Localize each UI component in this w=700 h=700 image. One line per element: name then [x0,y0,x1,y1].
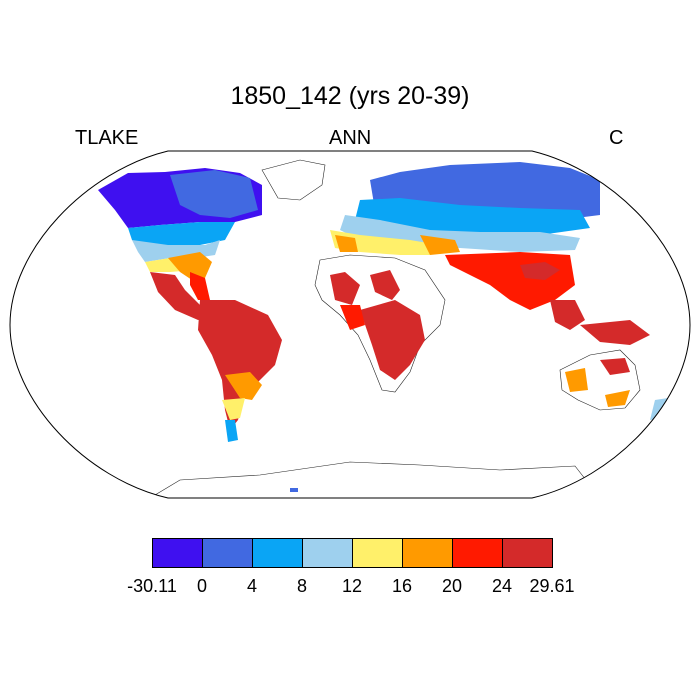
colorbar-tick-label: 16 [391,576,413,596]
colorbar-tick-label: 0 [196,576,208,596]
africa [314,254,446,393]
antarctica [148,461,601,498]
colorbar-tick-label: 29.61 [529,576,575,596]
colorbar-tick-label: 20 [441,576,463,596]
antarctica-lake [290,488,298,492]
colorbar-segment [402,538,453,568]
period-label: ANN [329,127,372,149]
south-america [198,300,282,442]
north-america [98,168,262,320]
colorbar-segment [202,538,253,568]
colorbar-tick-label: 8 [296,576,308,596]
colorbar-tick-label: -30.11 [127,576,177,596]
colorbar-tick-label: 12 [341,576,363,596]
colorbar-segment [352,538,403,568]
map-title: 1850_142 (yrs 20-39) [230,82,470,110]
eurasia [330,162,600,310]
globe-outline [9,150,691,499]
colorbar-segment [302,538,353,568]
colorbar-segment [452,538,503,568]
variable-label: TLAKE [75,127,139,149]
colorbar-segment [152,538,203,568]
colorbar-segment [502,538,553,568]
colorbar-tick-label: 24 [491,576,513,596]
southeast-asia [550,300,650,345]
units-label: C [609,127,624,149]
map-content [98,159,668,498]
colorbar-segment [252,538,303,568]
colorbar-tick-label: 4 [246,576,258,596]
australia [559,349,668,420]
greenland [261,159,326,201]
